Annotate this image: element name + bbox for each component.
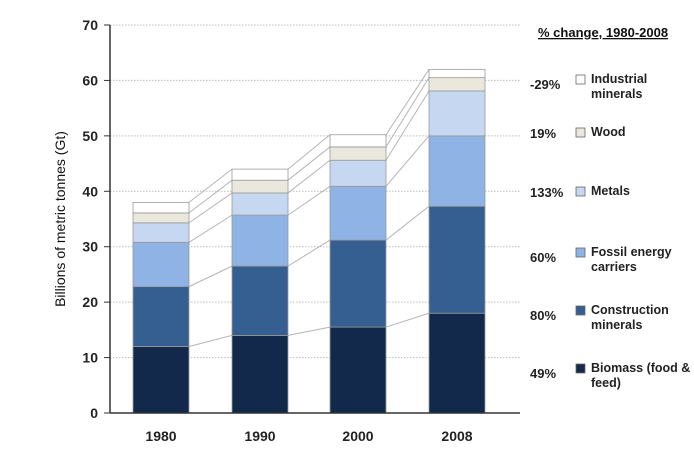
connector-line [385, 312, 430, 328]
legend-label: Biomass (food & feed) [591, 361, 690, 390]
y-tick-label: 0 [90, 405, 98, 421]
bar-segment [329, 134, 387, 148]
legend-title: % change, 1980-2008 [538, 25, 668, 40]
bars [132, 68, 486, 414]
y-tick-label: 30 [82, 239, 98, 255]
y-tick-label: 40 [82, 183, 98, 199]
bar-segment [428, 312, 486, 414]
y-tick-label: 50 [82, 128, 98, 144]
y-tick-label: 70 [82, 17, 98, 33]
legend-swatch [575, 305, 586, 316]
connector-line [385, 90, 430, 161]
legend-percent: 49% [530, 366, 556, 381]
connector-line [385, 77, 430, 148]
legend-swatch [575, 363, 586, 374]
bar-segment [329, 185, 387, 241]
legend-percent: -29% [530, 77, 561, 92]
legend-label: Industrial minerals [591, 72, 647, 101]
legend-percent: 133% [530, 185, 564, 200]
x-axis-ticks: 1980 1990 2000 2008 [145, 428, 472, 444]
legend-swatch [575, 127, 586, 138]
legend-label: Construction minerals [591, 303, 669, 332]
legend-percent: 19% [530, 126, 556, 141]
bar-segment [428, 135, 486, 207]
bar-segment [231, 265, 289, 336]
bar-segment [132, 241, 190, 288]
bar-segment [132, 212, 190, 224]
legend-label: Wood [591, 125, 625, 139]
legend-swatch [575, 74, 586, 85]
bar-segment [231, 192, 289, 216]
x-tick-label: 2008 [441, 428, 472, 444]
connector-line [188, 334, 233, 347]
x-tick-label: 1990 [244, 428, 275, 444]
connector-line [188, 214, 233, 243]
x-tick-label: 1980 [145, 428, 176, 444]
connector-line [188, 265, 233, 288]
y-tick-label: 20 [82, 294, 98, 310]
y-axis-label: Billions of metric tonnes (Gt) [52, 131, 68, 307]
connector-line [287, 134, 331, 170]
connector-line [385, 205, 430, 241]
legend-swatch [575, 186, 586, 197]
legend-label: Fossil energy carriers [591, 245, 672, 274]
bar-segment [329, 326, 387, 414]
bar-segment [428, 77, 486, 92]
bar-segment [329, 146, 387, 161]
connector-line [188, 168, 233, 203]
gridlines [110, 24, 520, 359]
connector-line [287, 185, 331, 216]
legend-label: Metals [591, 184, 630, 198]
x-tick-label: 2000 [342, 428, 373, 444]
bar-segment [428, 90, 486, 137]
bar-segment [329, 159, 387, 187]
legend-percent: 80% [530, 308, 556, 323]
bar-segment [132, 346, 190, 414]
connector-line [188, 192, 233, 224]
bar-segment [231, 168, 289, 181]
bar-segment [231, 334, 289, 414]
y-tick-label: 10 [82, 350, 98, 366]
bar-segment [329, 239, 387, 328]
bar-segment [132, 201, 190, 214]
bar-segment [132, 222, 190, 243]
connector-line [385, 135, 430, 187]
y-axis-ticks: 0 10 20 30 40 50 60 70 [82, 17, 110, 421]
legend-swatch [575, 247, 586, 258]
connector-line [385, 69, 430, 136]
bar-segment [231, 179, 289, 194]
bar-segment [231, 214, 289, 267]
connector-line [188, 179, 233, 214]
bar-connectors [188, 69, 430, 347]
legend-percent: 60% [530, 250, 556, 265]
bar-segment [428, 68, 486, 79]
bar-segment [428, 205, 486, 314]
connector-line [287, 146, 331, 181]
connector-line [287, 326, 331, 336]
connector-line [287, 159, 331, 194]
legend: -29% Industrial minerals 19% Wood 133% Metals 6… [530, 72, 690, 390]
bar-segment [132, 286, 190, 347]
y-tick-label: 60 [82, 72, 98, 88]
connector-line [287, 239, 331, 267]
